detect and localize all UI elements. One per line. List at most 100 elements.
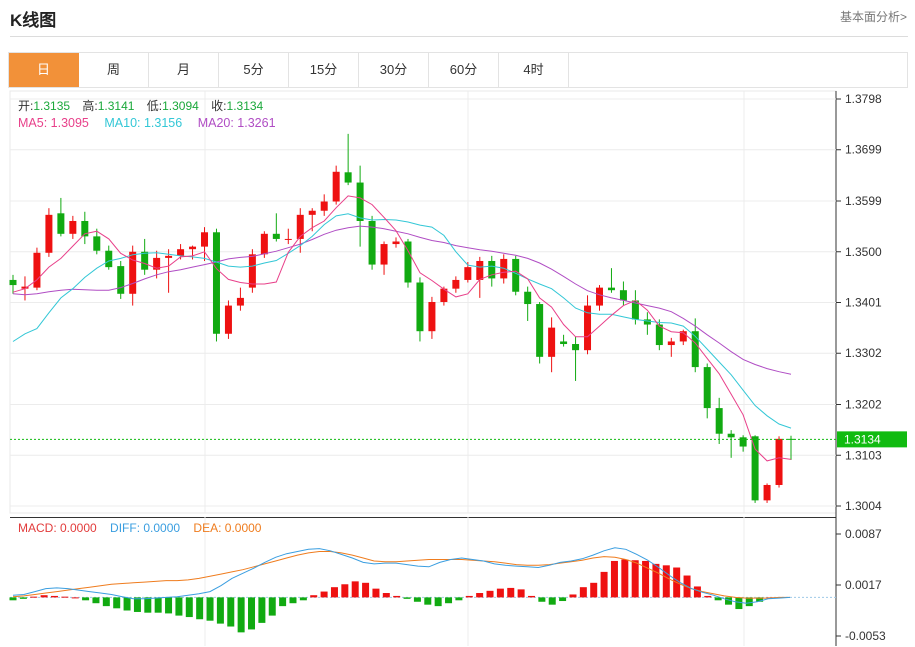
y-tick-label: 1.3302 (845, 346, 882, 360)
candle-body (763, 484, 771, 501)
candle-body (21, 286, 29, 289)
high-value: 1.3141 (97, 99, 135, 113)
diff-line (12, 547, 791, 604)
current-price-label: 1.3134 (844, 432, 881, 446)
candle-body (751, 436, 759, 501)
candle-body (33, 252, 41, 288)
macd-bar (465, 595, 473, 598)
tab-60min[interactable]: 60分 (429, 53, 499, 87)
macd-bar (631, 560, 639, 598)
candle-body (81, 220, 89, 237)
candle-body (117, 266, 125, 294)
candle-body (524, 291, 532, 305)
candle-body (236, 297, 244, 306)
y-tick-label: 1.3798 (845, 92, 882, 106)
macd-bar (434, 597, 442, 607)
macd-bar (445, 597, 453, 604)
candle-body (727, 433, 735, 438)
close-label: 收: (211, 99, 227, 113)
dea-line (12, 551, 790, 599)
candle-body (368, 220, 376, 265)
candle-body (332, 171, 340, 202)
candle-body (631, 300, 639, 320)
candle-body (512, 258, 520, 292)
candle-body (416, 282, 424, 332)
candle-body (464, 267, 472, 280)
macd-bar (185, 597, 193, 618)
macd-legend: MACD: 0.0000 DIFF: 0.0000 DEA: 0.0000 (18, 521, 271, 535)
candle-body (248, 254, 256, 288)
candle-body (189, 246, 197, 250)
macd-bar (289, 597, 297, 604)
macd-bar (413, 597, 421, 602)
candle-body (260, 233, 268, 255)
macd-bar (756, 597, 764, 602)
candle-body (572, 344, 580, 351)
open-label: 开: (18, 99, 34, 113)
candle-body (380, 244, 388, 265)
candle-body (584, 305, 592, 351)
candle-body (57, 213, 65, 234)
macd-bar (714, 597, 722, 601)
tab-day[interactable]: 日 (9, 53, 79, 87)
tab-week[interactable]: 周 (79, 53, 149, 87)
macd-bar (123, 597, 131, 611)
macd-bar (82, 597, 90, 601)
macd-bar (154, 597, 162, 613)
candle-body (201, 232, 209, 247)
macd-bar (642, 560, 650, 598)
macd-legend-dea: DEA: 0.0000 (193, 521, 262, 535)
macd-bar (372, 588, 380, 598)
tab-4hour[interactable]: 4时 (499, 53, 569, 87)
macd-bar (206, 597, 214, 621)
low-value: 1.3094 (162, 99, 199, 113)
macd-y-tick-label: 0.0087 (845, 527, 882, 541)
macd-bar (517, 589, 525, 598)
macd-bar (279, 597, 287, 607)
ma20-line (12, 225, 792, 375)
tab-30min[interactable]: 30分 (359, 53, 429, 87)
candle-body (691, 331, 699, 368)
candle-body (739, 437, 747, 447)
macd-bar (735, 597, 743, 610)
tab-month[interactable]: 月 (149, 53, 219, 87)
candle-body (679, 331, 687, 342)
y-tick-label: 1.3401 (845, 296, 882, 310)
macd-legend-diff: DIFF: 0.0000 (110, 521, 181, 535)
tab-5min[interactable]: 5分 (219, 53, 289, 87)
macd-bar (237, 597, 245, 633)
tab-15min[interactable]: 15分 (289, 53, 359, 87)
macd-bar (393, 595, 401, 598)
candle-body (272, 233, 280, 239)
candle-body (560, 341, 568, 345)
fundamental-analysis-link[interactable]: 基本面分析> (839, 10, 907, 24)
candle-body (165, 255, 173, 258)
candle-body (296, 214, 304, 239)
candle-body (69, 220, 77, 234)
macd-bar (745, 597, 753, 607)
macd-bar (144, 597, 152, 613)
macd-bar (216, 597, 224, 624)
candle-body (452, 279, 460, 289)
macd-bar (704, 595, 712, 598)
macd-bar (725, 597, 733, 605)
macd-y-tick-label: -0.0053 (845, 629, 886, 643)
candle-body (775, 438, 783, 485)
macd-bar (579, 587, 587, 598)
candle-body (308, 210, 316, 215)
ma10-line (12, 213, 792, 429)
macd-bar (113, 597, 121, 609)
macd-bar (403, 597, 411, 599)
macd-bar (424, 597, 432, 605)
page-title: K线图 (10, 11, 57, 30)
candle-body (224, 305, 232, 334)
macd-bar (196, 597, 204, 620)
macd-bar (590, 582, 598, 598)
macd-bar (569, 594, 577, 598)
candle-body (643, 319, 651, 325)
macd-bar (382, 593, 390, 598)
header-divider (10, 36, 908, 37)
candle-body (129, 251, 137, 294)
candle-body (667, 341, 675, 346)
